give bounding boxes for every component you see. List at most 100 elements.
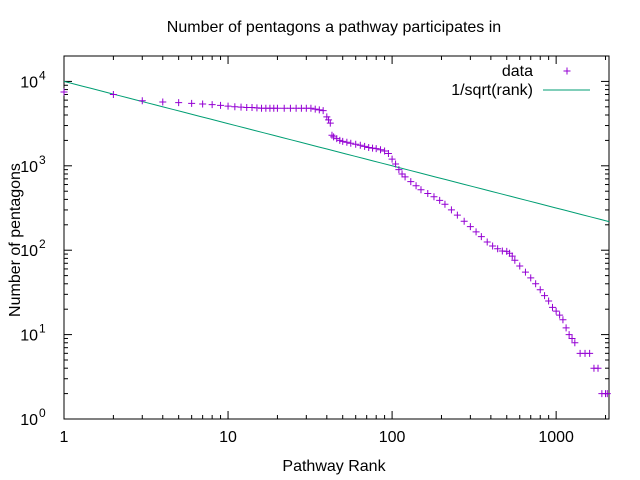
data-point (430, 193, 438, 201)
data-point (559, 316, 567, 324)
data-point (347, 139, 355, 147)
data-point (571, 339, 579, 347)
x-axis-label: Pathway Rank (282, 458, 386, 475)
data-point (436, 196, 444, 204)
y-tick-label-base: 10 (20, 159, 38, 176)
legend: data 1/sqrt(rank) (451, 63, 590, 99)
data-point (398, 170, 406, 178)
series-line-sqrt-rank (63, 80, 610, 223)
data-point (477, 233, 485, 241)
data-point (392, 160, 400, 168)
y-tick-label-base: 10 (20, 412, 38, 429)
data-point (508, 252, 516, 260)
data-point (138, 97, 146, 105)
data-series-group (60, 88, 611, 398)
data-point (224, 102, 232, 110)
line-series-group (63, 80, 610, 223)
y-tick-label: 10 3 (20, 153, 46, 176)
x-tick-label: 100 (379, 429, 406, 446)
data-point (336, 136, 344, 144)
x-tick-label: 10 (219, 429, 237, 446)
data-point (417, 186, 425, 194)
data-point (489, 242, 497, 250)
data-point (159, 98, 167, 106)
data-point (384, 149, 392, 157)
data-point (330, 133, 338, 141)
data-point (60, 88, 68, 96)
data-point (516, 262, 524, 270)
data-point (521, 268, 529, 276)
y-tick-label: 10 4 (20, 68, 46, 91)
data-point (460, 217, 468, 225)
data-point (333, 135, 341, 143)
data-point (541, 292, 549, 300)
data-point (377, 146, 385, 154)
data-point (568, 334, 576, 342)
data-point (548, 303, 556, 311)
y-axis-label: Number of pentagons (7, 163, 24, 317)
x-tick-label: 1000 (538, 429, 574, 446)
data-point (217, 101, 225, 109)
data-point (466, 223, 474, 231)
data-point (109, 90, 117, 98)
y-tick-label-exponent: 2 (39, 237, 46, 251)
y-tick-label-exponent: 0 (39, 406, 46, 420)
data-point (325, 116, 333, 124)
data-point (343, 138, 351, 146)
data-point (556, 311, 564, 319)
data-point (536, 286, 544, 294)
y-tick-label: 10 2 (20, 237, 46, 260)
x-axis-ticks: 1 10 100 1000 (60, 56, 607, 446)
legend-label-sqrt: 1/sqrt(rank) (451, 82, 533, 99)
data-point (594, 364, 602, 372)
y-tick-label-exponent: 3 (39, 153, 46, 167)
data-point (365, 143, 373, 151)
data-point (586, 349, 594, 357)
data-point (511, 256, 519, 264)
data-point (323, 113, 331, 121)
data-point (339, 137, 347, 145)
data-point (307, 104, 315, 112)
y-tick-label: 10 0 (20, 406, 46, 429)
data-point (352, 140, 360, 148)
data-point (562, 324, 570, 332)
data-point (208, 101, 216, 109)
data-point (328, 131, 336, 139)
data-point (532, 280, 540, 288)
y-tick-label: 10 1 (20, 322, 46, 345)
data-point (483, 238, 491, 246)
legend-marker-data (563, 67, 571, 75)
legend-label-data: data (502, 63, 533, 80)
data-point (199, 100, 207, 108)
data-point (231, 103, 239, 111)
y-tick-label-base: 10 (20, 74, 38, 91)
data-point (326, 119, 334, 127)
y-tick-label-exponent: 4 (39, 68, 46, 82)
data-point (545, 297, 553, 305)
data-point (401, 173, 409, 181)
data-point (361, 142, 369, 150)
y-tick-label-base: 10 (20, 328, 38, 345)
data-point (356, 141, 364, 149)
data-point (494, 245, 502, 253)
data-point (412, 182, 420, 190)
data-point (447, 206, 455, 214)
data-point (319, 107, 327, 115)
y-tick-label-exponent: 1 (39, 322, 46, 336)
data-point (407, 178, 415, 186)
data-point (424, 189, 432, 197)
data-point (311, 105, 319, 113)
data-point (372, 145, 380, 153)
data-point (280, 104, 288, 112)
data-point (565, 331, 573, 339)
data-point (552, 307, 560, 315)
data-point (603, 390, 611, 398)
data-point (388, 155, 396, 163)
data-point (175, 99, 183, 107)
data-point (188, 99, 196, 107)
data-point (381, 147, 389, 155)
data-point (441, 200, 449, 208)
